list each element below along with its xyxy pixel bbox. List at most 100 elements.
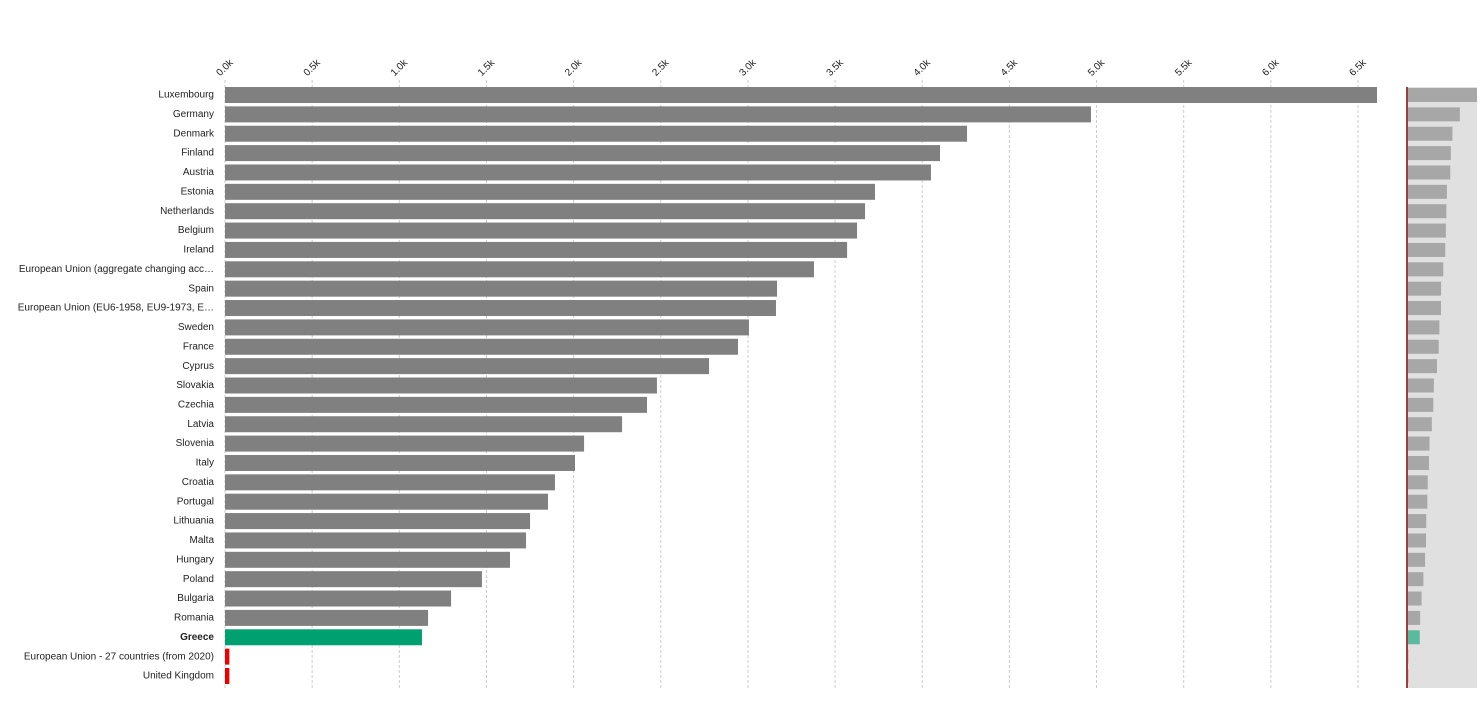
- minimap-bar: [1408, 437, 1430, 451]
- bar: [225, 126, 967, 142]
- y-tick-label: Germany: [173, 109, 214, 120]
- y-tick-label: Spain: [188, 283, 214, 294]
- y-tick-label: Finland: [181, 148, 214, 159]
- x-tick-label: 0.5k: [302, 57, 324, 79]
- x-tick-label: 6.5k: [1348, 57, 1370, 79]
- y-tick-label: Portugal: [177, 496, 214, 507]
- x-tick-label: 2.5k: [650, 57, 672, 79]
- minimap-bar: [1408, 417, 1432, 431]
- minimap-bar: [1408, 262, 1443, 276]
- x-tick-label: 5.0k: [1086, 57, 1108, 79]
- x-tick-label: 3.0k: [737, 57, 759, 79]
- x-tick-label: 0.0k: [215, 57, 237, 79]
- bar: [225, 649, 229, 665]
- y-tick-label: Denmark: [173, 128, 215, 139]
- bar: [225, 319, 749, 335]
- minimap-bar: [1408, 243, 1445, 257]
- y-tick-label: Cyprus: [182, 361, 214, 372]
- minimap-bar: [1408, 224, 1446, 238]
- minimap-bar: [1408, 340, 1439, 354]
- minimap-bar: [1408, 359, 1437, 373]
- minimap-bar: [1408, 572, 1423, 586]
- minimap-bar: [1408, 592, 1422, 606]
- minimap-bar: [1408, 379, 1434, 393]
- y-tick-label: Italy: [196, 458, 214, 469]
- bar: [225, 261, 814, 277]
- bar: [225, 591, 451, 607]
- y-tick-label: European Union (aggregate changing acc…: [19, 264, 214, 275]
- y-tick-label: Ireland: [183, 245, 214, 256]
- bar: [225, 106, 1091, 122]
- y-tick-label: European Union - 27 countries (from 2020…: [24, 651, 214, 662]
- y-tick-label: Latvia: [187, 419, 214, 430]
- minimap-bar: [1408, 301, 1441, 315]
- bar: [225, 629, 422, 645]
- bar: [225, 145, 940, 161]
- y-tick-label: Netherlands: [160, 206, 214, 217]
- bar: [225, 87, 1377, 103]
- minimap-bar: [1408, 107, 1460, 121]
- y-tick-label: Slovenia: [176, 438, 215, 449]
- bar: [225, 281, 777, 297]
- bar: [225, 571, 482, 587]
- y-tick-label: Malta: [190, 535, 215, 546]
- bar: [225, 358, 709, 374]
- y-tick-label: Romania: [174, 613, 214, 624]
- x-tick-label: 3.5k: [825, 57, 847, 79]
- x-tick-label: 1.5k: [476, 57, 498, 79]
- bar: [225, 513, 530, 529]
- x-tick-label: 1.0k: [389, 57, 411, 79]
- bar: [225, 164, 931, 180]
- minimap-bar: [1408, 185, 1447, 199]
- bar: [225, 416, 622, 432]
- y-tick-label: Austria: [183, 167, 215, 178]
- y-tick-label: Croatia: [182, 477, 215, 488]
- minimap-bar: [1408, 398, 1433, 412]
- minimap-bar: [1408, 495, 1427, 509]
- y-tick-label: France: [183, 341, 215, 352]
- bar: [225, 242, 847, 258]
- bar: [225, 300, 776, 316]
- minimap-bar: [1408, 146, 1451, 160]
- minimap-bar: [1408, 611, 1420, 625]
- y-tick-label: Hungary: [176, 554, 214, 565]
- bar: [225, 184, 875, 200]
- y-tick-label: Estonia: [181, 186, 215, 197]
- y-tick-label: Poland: [183, 574, 214, 585]
- bar: [225, 494, 548, 510]
- minimap-bar: [1408, 165, 1450, 179]
- x-tick-label: 5.5k: [1173, 57, 1195, 79]
- bar: [225, 532, 526, 548]
- minimap-bar: [1408, 127, 1452, 141]
- bar: [225, 436, 584, 452]
- y-tick-label: Luxembourg: [158, 90, 214, 101]
- y-tick-label: Lithuania: [173, 516, 214, 527]
- x-tick-label: 6.0k: [1260, 57, 1282, 79]
- minimap-bar: [1408, 282, 1441, 296]
- minimap-bar: [1408, 553, 1425, 567]
- x-tick-label: 4.5k: [999, 57, 1021, 79]
- y-tick-label: Greece: [180, 632, 214, 643]
- minimap-bar: [1408, 514, 1426, 528]
- bar: [225, 610, 428, 626]
- bar: [225, 474, 555, 490]
- minimap-bar: [1408, 533, 1426, 547]
- y-tick-label: Belgium: [178, 225, 214, 236]
- bar: [225, 203, 865, 219]
- bar: [225, 668, 229, 684]
- bar: [225, 552, 510, 568]
- y-tick-label: United Kingdom: [143, 671, 214, 682]
- y-tick-label: Czechia: [178, 400, 215, 411]
- y-tick-label: Bulgaria: [177, 593, 214, 604]
- bar: [225, 339, 738, 355]
- bar: [225, 455, 575, 471]
- bar: [225, 223, 857, 239]
- x-tick-label: 2.0k: [563, 57, 585, 79]
- y-tick-label: Sweden: [178, 322, 214, 333]
- bar: [225, 378, 657, 394]
- minimap-bar: [1408, 204, 1446, 218]
- x-tick-label: 4.0k: [912, 57, 934, 79]
- y-tick-label: European Union (EU6-1958, EU9-1973, E…: [18, 303, 214, 314]
- y-tick-label: Slovakia: [176, 380, 214, 391]
